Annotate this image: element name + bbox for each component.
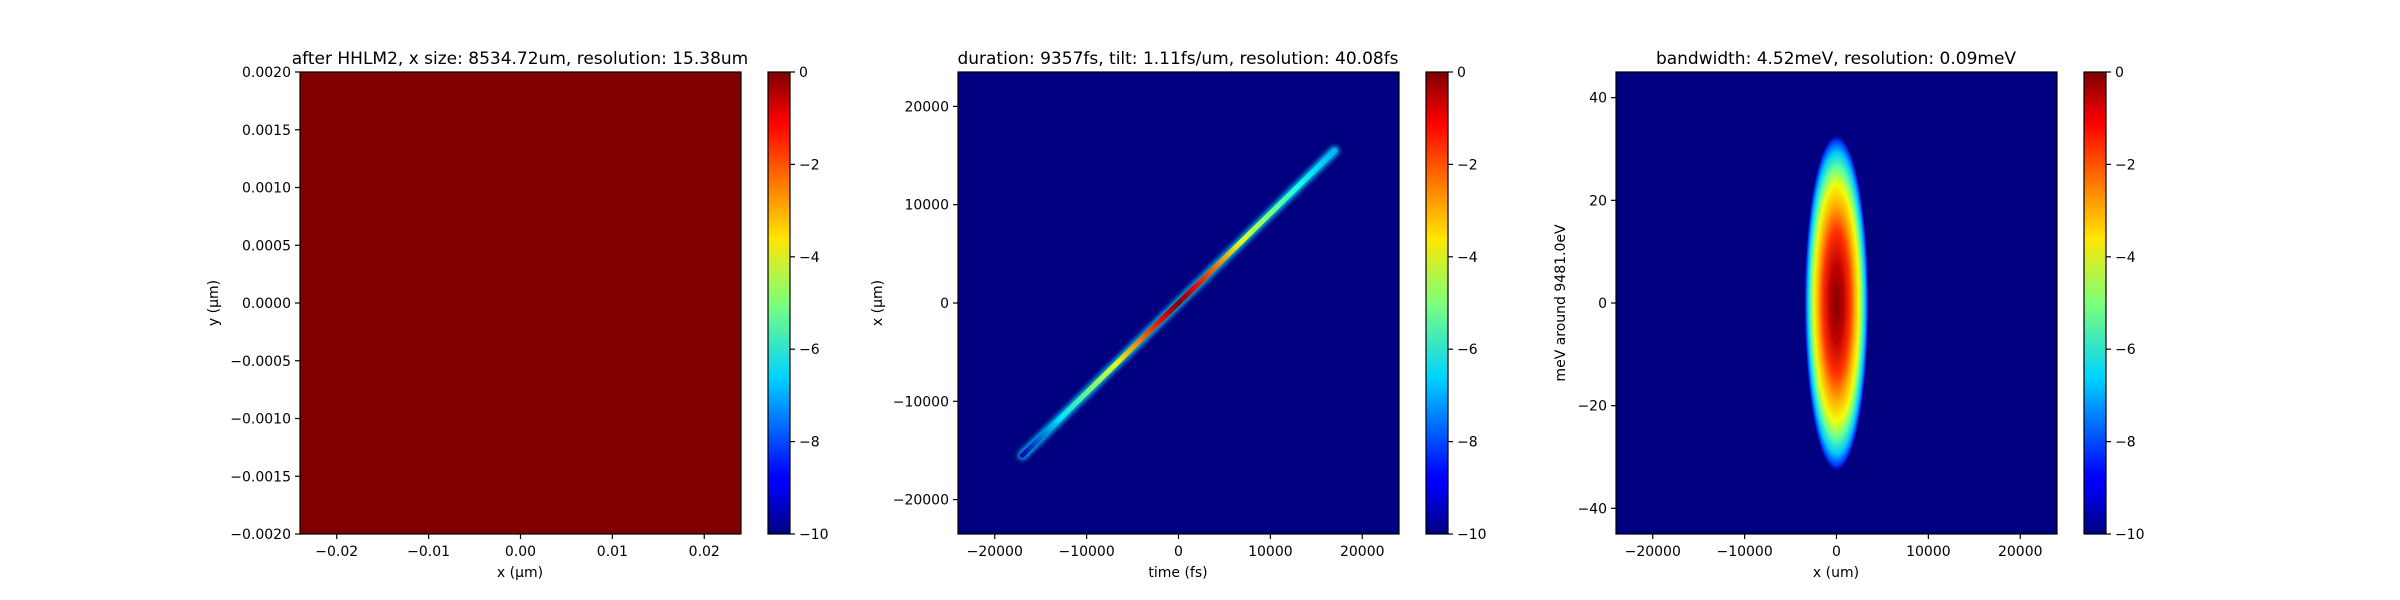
heatmap-cells	[300, 72, 741, 534]
heatmap-field	[300, 72, 741, 534]
x-tick-label: −20000	[1625, 544, 1681, 560]
y-axis: −20000 −10000 0 10000 20000	[893, 99, 958, 509]
colorbar-gradient	[2084, 72, 2106, 534]
x-tick-label: 0.02	[689, 544, 720, 560]
pulse-line	[1019, 148, 1338, 458]
y-tick-label: −10000	[893, 394, 949, 410]
y-tick-label: 0.0000	[242, 296, 291, 312]
x-tick-label: 0	[1174, 544, 1183, 560]
colorbar-tick-label: −8	[2115, 435, 2136, 451]
colorbar-tick-label: −2	[799, 157, 820, 173]
colorbar-frame	[2083, 71, 2107, 535]
y-axis-label: meV around 9481.0eV	[1553, 224, 1569, 382]
colorbar: 0 −2 −4 −6 −8 −10	[2083, 65, 2145, 543]
y-tick-label: −20	[1577, 399, 1607, 415]
y-tick-label: −20000	[893, 493, 949, 509]
x-tick-label: 0.00	[505, 544, 536, 560]
colorbar-tick-label: −10	[2115, 527, 2145, 543]
x-axis-label: time (fs)	[1148, 565, 1207, 581]
y-tick-label: 20000	[904, 99, 949, 115]
x-axis: −0.02 −0.01 0.00 0.01 0.02	[315, 534, 720, 560]
colorbar-tick-label: −6	[799, 342, 820, 358]
chart-title: duration: 9357fs, tilt: 1.11fs/um, resol…	[957, 49, 1398, 69]
x-tick-label: 10000	[1248, 544, 1293, 560]
y-tick-label: 20	[1589, 193, 1607, 209]
y-tick-label: 10000	[904, 198, 949, 214]
plot-area	[957, 71, 1400, 535]
colorbar-frame	[1425, 71, 1449, 535]
colorbar-tick-label: −4	[1457, 250, 1478, 266]
x-tick-label: −20000	[967, 544, 1023, 560]
colorbar-tick-label: −6	[1457, 342, 1478, 358]
colorbar-tick-label: −2	[2115, 157, 2136, 173]
heatmap-field	[1616, 72, 2057, 534]
y-tick-label: −0.0020	[230, 527, 291, 543]
x-tick-label: 20000	[1998, 544, 2043, 560]
plot-area	[299, 71, 742, 535]
spectrum-blob	[1804, 133, 1869, 473]
x-axis: −20000 −10000 0 10000 20000	[967, 534, 1385, 560]
panel-spatial-profile: −0.02 −0.01 0.00 0.01 0.02 −0.0020−0.0015−0.…	[206, 49, 829, 581]
y-tick-label: −0.0010	[230, 412, 291, 428]
colorbar-tick-label: −6	[2115, 342, 2136, 358]
y-tick-label: 0.0010	[242, 181, 291, 197]
y-tick-label: 0	[940, 296, 949, 312]
colorbar-tick-label: 0	[2115, 65, 2124, 81]
colorbar-tick-label: −8	[1457, 435, 1478, 451]
colorbar-gradient	[768, 72, 790, 534]
x-tick-label: −10000	[1058, 544, 1114, 560]
panel-time-profile: −20000 −10000 0 10000 20000 −20000 −10000 0 100…	[870, 49, 1487, 581]
x-tick-label: 0.01	[597, 544, 628, 560]
y-tick-label: 0.0015	[242, 123, 291, 139]
colorbar-tick-label: 0	[1457, 65, 1466, 81]
colorbar-tick-label: 0	[799, 65, 808, 81]
colorbar-tick-label: −10	[799, 527, 829, 543]
y-tick-label: −40	[1577, 501, 1607, 517]
colorbar-tick-label: −4	[2115, 250, 2136, 266]
x-tick-label: −10000	[1716, 544, 1772, 560]
x-axis: −20000 −10000 0 10000 20000	[1625, 534, 2043, 560]
colorbar-tick-label: −4	[799, 250, 820, 266]
y-axis-label: y (μm)	[206, 280, 222, 326]
y-axis-label: x (μm)	[870, 280, 886, 326]
colorbar-tick-label: −10	[1457, 527, 1487, 543]
y-tick-label: 0.0005	[242, 238, 291, 254]
colorbar-tick-label: −2	[1457, 157, 1478, 173]
colorbar-frame	[767, 71, 791, 535]
colorbar-tick-label: −8	[799, 435, 820, 451]
colorbar: 0 −2 −4 −6 −8 −10	[767, 65, 829, 543]
colorbar: 0 −2 −4 −6 −8 −10	[1425, 65, 1487, 543]
y-tick-label: −0.0015	[230, 469, 291, 485]
y-axis: −40 −20 0 20 40	[1577, 91, 1616, 517]
y-tick-label: 0.0020	[242, 65, 291, 81]
x-tick-label: 0	[1832, 544, 1841, 560]
x-axis-label: x (um)	[1813, 565, 1859, 581]
x-tick-label: −0.02	[315, 544, 358, 560]
colorbar-gradient	[1426, 72, 1448, 534]
heatmap-field	[958, 72, 1399, 534]
x-tick-label: 10000	[1906, 544, 1951, 560]
x-tick-label: −0.01	[407, 544, 450, 560]
x-tick-label: 20000	[1340, 544, 1385, 560]
y-tick-label: −0.0005	[230, 354, 291, 370]
chart-title: bandwidth: 4.52meV, resolution: 0.09meV	[1656, 49, 2016, 69]
chart-title: after HHLM2, x size: 8534.72um, resoluti…	[292, 49, 748, 69]
y-tick-label: 40	[1589, 91, 1607, 107]
y-axis: −0.0020 −0.0015 −0.0010 −0.0005 0.0000 0.0005…	[230, 65, 300, 543]
x-axis-label: x (μm)	[497, 565, 543, 581]
plot-area	[1615, 71, 2058, 535]
y-tick-label: 0	[1598, 296, 1607, 312]
